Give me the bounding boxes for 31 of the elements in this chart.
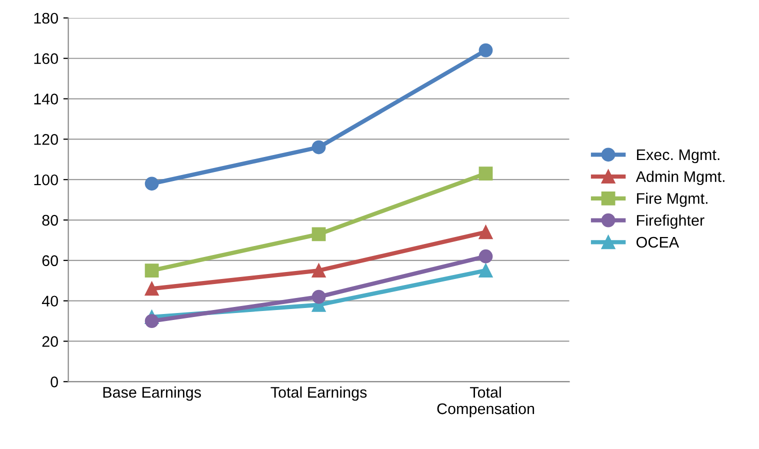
point [478, 225, 493, 240]
x-tick-label: Total Earnings [270, 386, 367, 401]
legend-label: Firefighter [637, 214, 704, 229]
legend-label: Fire Mgmt. [637, 192, 708, 207]
legend-label: Admin Mgmt. [636, 170, 724, 186]
y-tick-label: 120 [34, 134, 58, 145]
point [144, 176, 159, 191]
y-tick-label: 140 [34, 94, 58, 104]
y-tick-label: 160 [34, 53, 58, 64]
y-tick-label: 180 [34, 12, 58, 24]
point [312, 290, 326, 304]
point [312, 227, 326, 242]
x-tick-label: Total Compensation [437, 386, 534, 418]
y-tick-label: 20 [42, 336, 58, 347]
point [312, 264, 326, 278]
x-tick-label: Base Earnings [103, 386, 201, 401]
legend-label: OCEA [636, 236, 680, 248]
point [478, 43, 493, 58]
y-tick-label: 100 [34, 174, 58, 186]
point [478, 264, 493, 278]
y-tick-label: 80 [42, 214, 58, 226]
point [144, 264, 159, 278]
point [144, 282, 159, 296]
y-tick-label: 40 [42, 296, 58, 307]
y-tick-label: 0 [50, 376, 58, 388]
point [312, 140, 326, 154]
legend-label: Exec. Mgmt. [637, 149, 720, 164]
point [478, 249, 493, 264]
point [478, 166, 493, 180]
point [144, 314, 159, 328]
y-tick-label: 60 [42, 255, 58, 266]
